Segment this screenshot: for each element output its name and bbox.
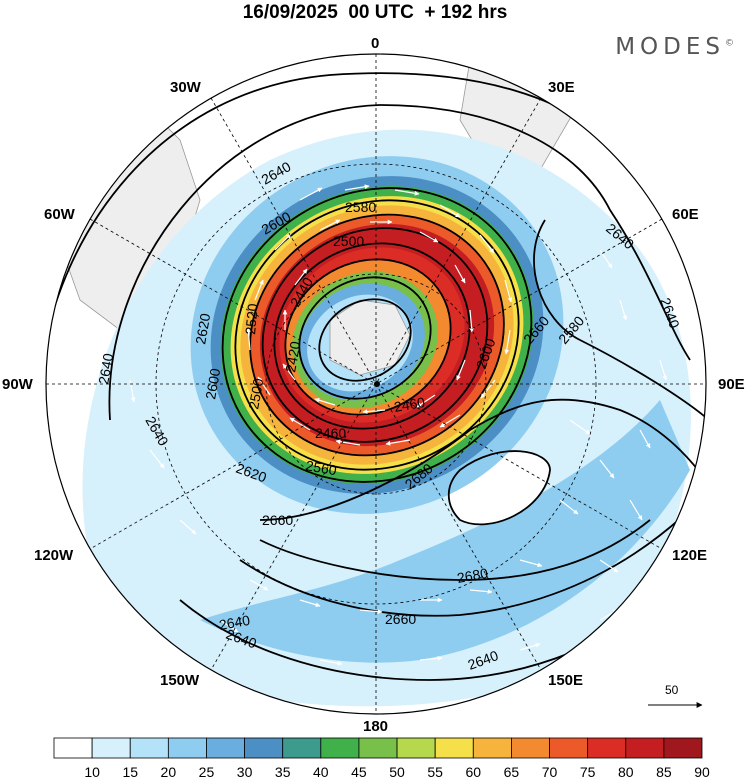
colorbar-swatch [282, 737, 322, 759]
map-border [45, 53, 707, 715]
colorbar-swatch [625, 737, 665, 759]
colorbar-swatch [129, 737, 169, 759]
colorbar-swatch [320, 737, 360, 759]
antarctica-overlay [329, 299, 411, 376]
map-disk [46, 54, 706, 714]
contour-label: 2600 [202, 367, 223, 401]
lon-label-180: 180 [363, 718, 389, 735]
contour-label: 2460 [315, 425, 346, 441]
contour-label: 2580 [345, 199, 376, 215]
lon-label-90w: 90W [2, 376, 33, 393]
colorbar-swatch [549, 737, 589, 759]
colorbar-tick-label: 65 [503, 764, 520, 780]
contour-label: 2560 [304, 457, 338, 478]
colorbar-swatch [511, 737, 550, 759]
colorbar-tick-label: 20 [160, 764, 177, 780]
colorbar-tick-label: 90 [694, 764, 710, 780]
colorbar-swatch [167, 737, 207, 759]
lon-label-120w: 120W [34, 547, 74, 564]
lon-label-30e: 30E [548, 79, 575, 96]
contour-label: 2520 [242, 303, 261, 336]
colorbar-tick-label: 85 [656, 764, 672, 780]
colorbar-swatch [434, 737, 474, 759]
lon-label-90e: 90E [718, 376, 745, 393]
lon-label-150e: 150E [548, 672, 584, 689]
wind-vectors [129, 184, 668, 666]
colorbar-tick-label: 60 [465, 764, 482, 780]
colorbar-tick-label: 80 [617, 764, 634, 780]
colorbar-swatch [396, 737, 436, 759]
colorbar-tick-label: 70 [541, 764, 558, 780]
contour-label: 2660 [385, 611, 416, 627]
colorbar-tick-label: 35 [274, 764, 291, 780]
colorbar [53, 737, 703, 759]
contour-label: 2420 [282, 340, 303, 374]
colorbar-tick-label: 25 [198, 764, 215, 780]
contour-label: 2680 [456, 565, 490, 586]
lon-label-30w: 30W [170, 79, 201, 96]
reference-vector-label: 50 [665, 683, 679, 697]
contour-label: 2500 [333, 233, 364, 249]
modes-logo: MODES© [615, 34, 734, 60]
colorbar-tick-label: 30 [236, 764, 253, 780]
colorbar-tick-label: 15 [122, 764, 139, 780]
colorbar-tick-label: 55 [427, 764, 443, 780]
colorbar-swatch [244, 737, 284, 759]
colorbar-swatch [663, 737, 703, 759]
colorbar-tick-label: 50 [389, 764, 405, 780]
contour-label: 2620 [192, 312, 213, 346]
contour-label: 2640 [95, 352, 116, 386]
contour-label: 2660 [262, 512, 293, 528]
colorbar-swatch [472, 737, 512, 759]
contour-label: 2500 [245, 377, 266, 411]
map-title: 16/09/2025 00 UTC + 192 hrs [242, 2, 508, 23]
lon-label-0: 0 [371, 35, 380, 52]
contour-label: 2640 [218, 612, 252, 633]
lon-label-60w: 60W [44, 206, 75, 223]
colorbar-swatch [358, 737, 398, 759]
south-pole-marker [374, 381, 380, 387]
colorbar-swatch [53, 737, 93, 759]
colorbar-tick-label: 75 [579, 764, 596, 780]
colorbar-tick-label: 10 [84, 764, 100, 780]
lon-label-120e: 120E [672, 547, 708, 564]
colorbar-swatch [587, 737, 627, 759]
lon-label-60e: 60E [672, 206, 699, 223]
lon-label-150w: 150W [160, 672, 200, 689]
colorbar-tick-label: 45 [351, 764, 367, 780]
colorbar-swatch [206, 737, 245, 759]
contour-label: 2460 [393, 394, 427, 415]
colorbar-swatch [91, 737, 131, 759]
colorbar-tick-label: 40 [313, 764, 329, 780]
shade-20-band [200, 400, 690, 663]
